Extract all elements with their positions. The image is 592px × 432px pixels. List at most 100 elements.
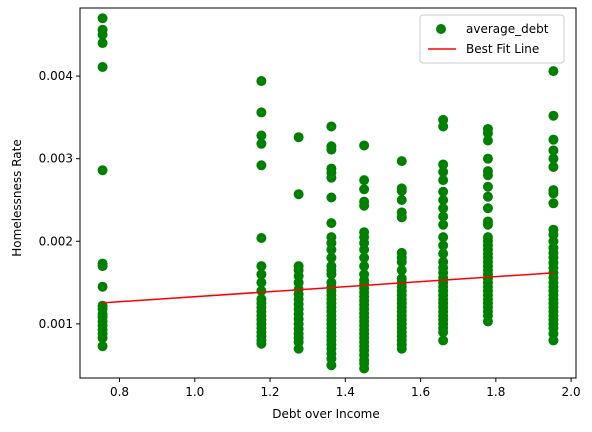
y-axis-ticks: 0.001 0.002 0.003 0.004 [39, 69, 80, 331]
scatter-point [396, 156, 407, 167]
scatter-point [256, 261, 267, 272]
scatter-point [438, 211, 449, 222]
scatter-point [326, 269, 337, 280]
scatter-point [438, 240, 449, 251]
legend-label-best-fit-line: Best Fit Line [466, 42, 539, 56]
scatter-point [438, 159, 449, 170]
scatter-point [396, 185, 407, 196]
scatter-point [256, 338, 267, 349]
scatter-point [359, 175, 370, 186]
scatter-point [438, 335, 449, 346]
scatter-point [97, 13, 108, 24]
scatter-point [438, 186, 449, 197]
scatter-point [256, 138, 267, 149]
scatter-point [438, 194, 449, 205]
x-tick-label: 1.8 [486, 385, 505, 399]
scatter-point [359, 252, 370, 263]
scatter-point [548, 145, 559, 156]
scatter-point [482, 181, 493, 192]
scatter-point [396, 265, 407, 276]
x-tick-label: 2.0 [562, 385, 581, 399]
legend-box [419, 14, 565, 64]
scatter-point [482, 135, 493, 146]
y-axis-label: Homelessness Rate [10, 139, 24, 256]
scatter-point [326, 144, 337, 155]
scatter-point [326, 252, 337, 263]
scatter-point [326, 172, 337, 183]
x-tick-label: 0.8 [110, 385, 129, 399]
scatter-point [326, 218, 337, 229]
scatter-point [256, 107, 267, 118]
scatter-point [293, 132, 304, 143]
scatter-point [548, 198, 559, 209]
scatter-point [256, 76, 267, 87]
scatter-point [548, 110, 559, 121]
scatter-point [256, 130, 267, 141]
scatter-point [97, 261, 108, 272]
scatter-point [97, 332, 108, 343]
scatter-point [326, 244, 337, 255]
scatter-point [97, 38, 108, 49]
scatter-point [396, 256, 407, 267]
scatter-point [438, 121, 449, 132]
scatter-points [97, 13, 559, 374]
scatter-point [256, 269, 267, 280]
legend-marker-average-debt [436, 24, 446, 34]
scatter-point [438, 232, 449, 243]
scatter-point [326, 360, 337, 371]
scatter-point [293, 189, 304, 200]
scatter-point [438, 327, 449, 338]
scatter-point [359, 244, 370, 255]
scatter-point [256, 160, 267, 171]
legend: average_debt Best Fit Line [419, 14, 565, 64]
x-axis-ticks: 0.8 1.0 1.2 1.4 1.6 1.8 2.0 [110, 378, 581, 399]
scatter-point [326, 192, 337, 203]
scatter-point [482, 170, 493, 181]
scatter-point [438, 219, 449, 230]
scatter-point [256, 285, 267, 296]
y-tick-label: 0.001 [39, 317, 73, 331]
scatter-point [359, 184, 370, 195]
scatter-point [256, 232, 267, 243]
legend-label-average-debt: average_debt [466, 22, 549, 36]
x-tick-label: 1.0 [185, 385, 204, 399]
scatter-point [548, 335, 559, 346]
scatter-point [359, 261, 370, 272]
scatter-point [482, 316, 493, 327]
scatter-point [359, 363, 370, 374]
scatter-point [97, 29, 108, 40]
scatter-point [97, 281, 108, 292]
scatter-point [438, 175, 449, 186]
scatter-point [548, 161, 559, 172]
scatter-point [256, 277, 267, 288]
y-tick-label: 0.003 [39, 152, 73, 166]
scatter-point [482, 128, 493, 139]
scatter-point [482, 219, 493, 230]
scatter-point [359, 140, 370, 151]
x-tick-label: 1.4 [336, 385, 355, 399]
scatter-point [359, 200, 370, 211]
scatter-point [438, 248, 449, 259]
scatter-point [548, 188, 559, 199]
scatter-point [97, 341, 108, 352]
scatter-point [396, 194, 407, 205]
scatter-point [482, 191, 493, 202]
axes-frame [79, 7, 577, 379]
y-tick-label: 0.004 [39, 69, 73, 83]
scatter-point [326, 121, 337, 132]
x-tick-label: 1.2 [260, 385, 279, 399]
scatter-point [396, 212, 407, 223]
scatter-point [438, 166, 449, 177]
y-tick-label: 0.002 [39, 234, 73, 248]
scatter-point [438, 203, 449, 214]
x-tick-label: 1.6 [411, 385, 430, 399]
x-axis-label: Debt over Income [272, 407, 380, 421]
scatter-point [482, 203, 493, 214]
scatter-point [97, 61, 108, 72]
best-fit-line [102, 272, 554, 304]
scatter-point [548, 153, 559, 164]
scatter-point [396, 343, 407, 354]
scatter-point [293, 343, 304, 354]
scatter-point [548, 134, 559, 145]
